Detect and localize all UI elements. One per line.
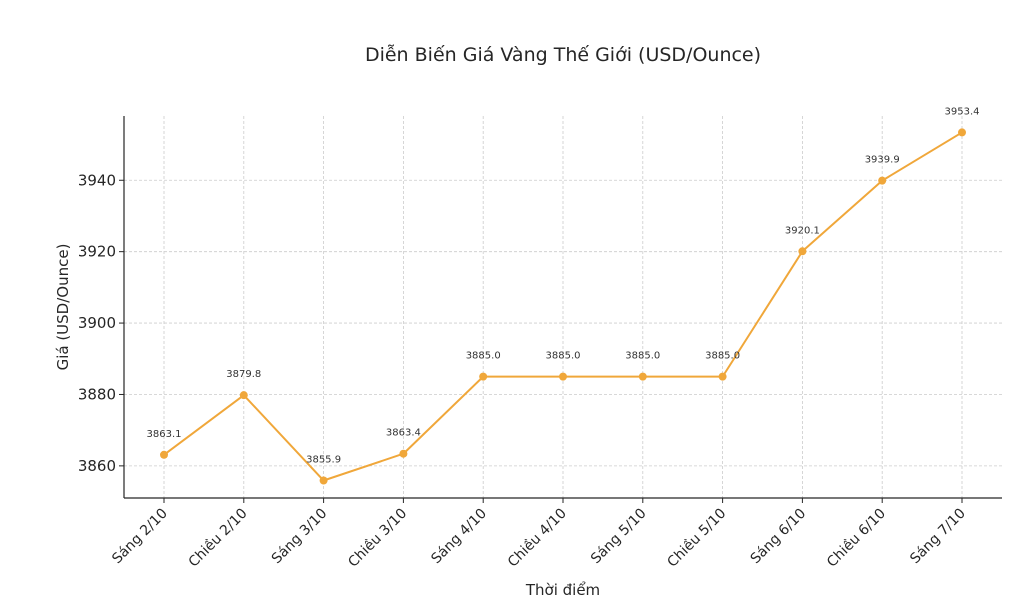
data-label: 3863.4 (386, 428, 421, 439)
data-point (878, 176, 887, 185)
y-tick-label: 3920 (78, 243, 116, 261)
x-tick-label: Sáng 3/10 (269, 506, 331, 568)
data-point (160, 450, 168, 459)
series-line (160, 128, 966, 485)
x-tick-label: Sáng 7/10 (907, 506, 969, 568)
grid-lines (124, 116, 1002, 498)
x-tick-label: Chiều 5/10 (664, 505, 730, 571)
data-label: 3953.4 (945, 106, 980, 117)
x-tick-label: Chiều 2/10 (185, 505, 251, 571)
data-point (798, 247, 807, 256)
x-tick-label: Sáng 5/10 (588, 506, 650, 568)
x-axis-ticks: Sáng 2/10 Chiều 2/10 Sáng 3/10 Chiều 3/10 Sá… (109, 498, 969, 571)
data-label: 3863.1 (147, 429, 182, 440)
data-label: 3885.0 (705, 351, 740, 362)
data-point (399, 449, 408, 458)
x-tick-label: Chiều 4/10 (504, 505, 570, 571)
x-tick-label: Chiều 6/10 (823, 505, 889, 571)
data-point (479, 372, 488, 381)
data-label: 3920.1 (785, 225, 820, 236)
data-label: 3939.9 (865, 155, 900, 166)
data-label: 3855.9 (306, 455, 341, 466)
x-axis-label: Thời điểm (525, 581, 600, 599)
x-tick-label: Sáng 4/10 (428, 506, 490, 568)
data-point (239, 391, 248, 400)
data-point (559, 372, 567, 381)
data-point (319, 476, 328, 485)
data-label: 3885.0 (466, 351, 501, 362)
x-tick-label: Sáng 2/10 (109, 506, 171, 568)
y-tick-label: 3940 (78, 171, 116, 189)
data-point (718, 372, 727, 381)
y-axis-label: Giá (USD/Ounce) (54, 244, 72, 371)
y-tick-label: 3880 (78, 385, 116, 403)
data-label: 3879.8 (226, 369, 261, 380)
x-tick-label: Chiều 3/10 (345, 505, 411, 571)
chart-title: Diễn Biến Giá Vàng Thế Giới (USD/Ounce) (365, 43, 761, 66)
data-label: 3885.0 (546, 351, 581, 362)
y-axis-ticks: 3860 3880 3900 3920 3940 (78, 171, 124, 475)
data-point (638, 372, 647, 381)
x-tick-label: Sáng 6/10 (748, 506, 810, 568)
data-point (958, 128, 966, 137)
y-tick-label: 3860 (78, 457, 116, 475)
data-labels: 3863.1 3879.8 3855.9 3863.4 3885.0 3885.0 3885… (147, 106, 980, 465)
y-tick-label: 3900 (78, 314, 116, 332)
data-label: 3885.0 (625, 351, 660, 362)
